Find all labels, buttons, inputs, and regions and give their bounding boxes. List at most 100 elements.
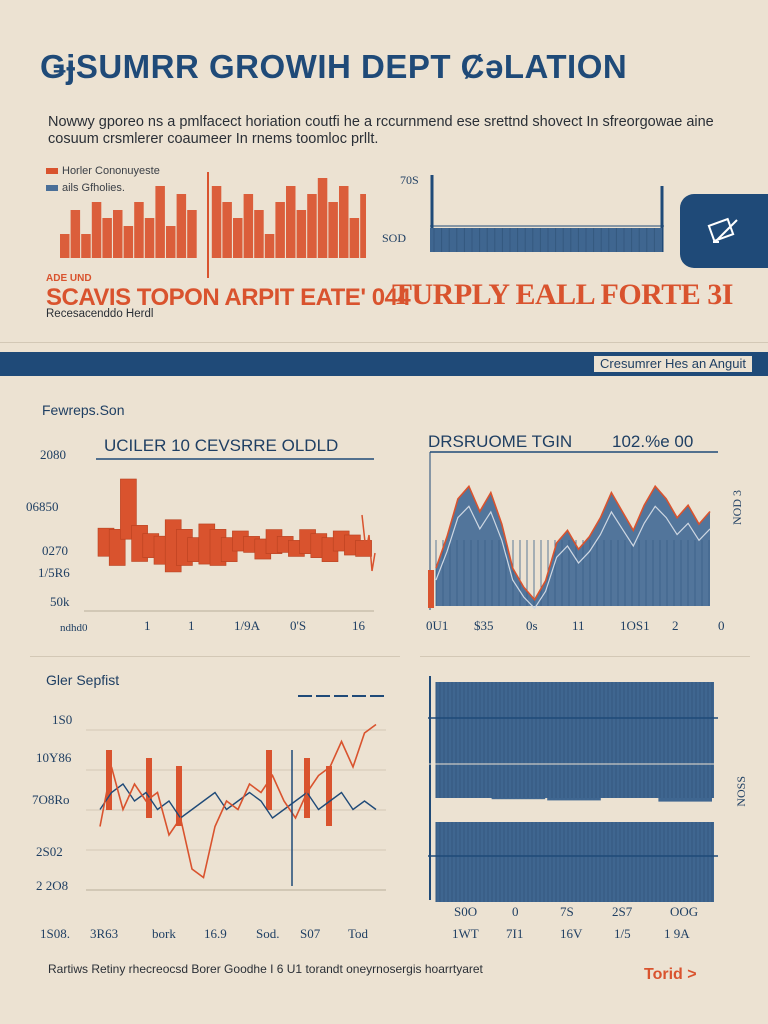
panel-b-value: 102.%e 00 <box>612 432 694 451</box>
y-tick: 2080 <box>40 447 66 462</box>
x-tick: 2S7 <box>612 904 633 919</box>
footer-link[interactable]: Torid > <box>644 966 697 983</box>
top-right-chart: 70S SOD <box>382 173 664 252</box>
bar-mark <box>328 202 338 258</box>
bar-mark <box>81 234 91 258</box>
divider <box>0 342 768 343</box>
legend-swatch-blue <box>46 185 58 191</box>
bar-mark <box>243 194 254 258</box>
bar-mark <box>430 228 662 252</box>
y-tick: 50k <box>50 594 70 609</box>
divider <box>30 656 400 657</box>
x-tick: 7S <box>560 904 574 919</box>
panel-b-title: DRSRUOME TGIN <box>428 432 573 451</box>
marker-bar <box>428 570 434 608</box>
bar-mark <box>296 210 307 258</box>
bar-mark <box>275 202 285 258</box>
x-tick: Tod <box>348 926 369 941</box>
x-tick: 0 <box>718 618 725 633</box>
y-tick: 06850 <box>26 499 59 514</box>
legend-item-red: Horler Cononuyeste <box>46 165 160 177</box>
bar-mark <box>176 766 182 826</box>
x-tick: 0'S <box>290 618 307 633</box>
page-subtitle: Nowwy gporeo ns a pmlfacect horiation co… <box>48 114 714 147</box>
x-tick: 16.9 <box>204 926 227 941</box>
bar-mark <box>91 202 102 258</box>
x-tick: ndhd0 <box>60 622 88 634</box>
bar-mark <box>113 210 123 258</box>
x-tick: 0U1 <box>426 618 449 633</box>
report-icon-badge[interactable] <box>680 194 768 268</box>
document-pen-icon <box>707 217 738 243</box>
panel-a-title: UCILER 10 CEVSRRE OLDLD <box>104 436 339 455</box>
bar-mark <box>547 798 601 801</box>
bar-mark <box>60 234 70 258</box>
panel-a-bar-chart <box>84 458 376 612</box>
series-line <box>99 723 377 879</box>
bar-mark <box>102 218 112 258</box>
bar-mark <box>144 218 155 258</box>
bar-mark <box>134 202 144 258</box>
bar-mark <box>146 758 152 818</box>
x-tick: 16 <box>352 618 365 633</box>
bar-mark <box>233 218 243 258</box>
x-tick: 16V <box>560 926 583 941</box>
note-left: Recesacenddo Herdl <box>46 308 154 320</box>
x-tick: bork <box>152 926 176 941</box>
x-tick: 1 <box>144 618 151 633</box>
bar-mark <box>264 234 275 258</box>
x-tick: 1/5 <box>614 926 631 941</box>
y-tick: 7O8Ro <box>32 792 70 807</box>
bar-mark <box>307 194 317 258</box>
x-tick: 1/9A <box>234 618 260 633</box>
bar-mark <box>254 210 264 258</box>
tick-label: SOD <box>382 231 406 245</box>
x-tick: 3R63 <box>90 926 119 941</box>
bar-mark <box>304 758 310 818</box>
bar-mark <box>123 226 134 258</box>
y-tick: 1/5R6 <box>38 565 70 580</box>
bar-mark <box>166 226 176 258</box>
x-tick: OOG <box>670 904 699 919</box>
headline-right: TURPLY EALL FORTE 3I <box>392 278 733 311</box>
x-tick: S07 <box>300 926 321 941</box>
bar-mark <box>286 186 296 258</box>
x-tick: 0s <box>526 618 538 633</box>
bar-mark <box>176 194 187 258</box>
divider <box>420 656 750 657</box>
x-tick: S0O <box>454 904 478 919</box>
y-tick: 10Y86 <box>36 750 72 765</box>
headline-left: SCAVIS TOPON ARPIT EATE' 044 <box>46 284 411 311</box>
x-tick: 0 <box>512 904 519 919</box>
x-tick: 1 <box>188 618 195 633</box>
bar-mark <box>360 194 366 258</box>
legend-label: Horler Cononuyeste <box>62 165 160 177</box>
y-tick: 2S02 <box>36 844 63 859</box>
chart-tag: ADE UND <box>46 273 92 284</box>
y-tick: 2 2O8 <box>36 878 69 893</box>
x-tick: 1S08. <box>40 926 70 941</box>
top-left-bar-chart <box>60 172 366 278</box>
panel-d-bar-chart <box>428 676 718 902</box>
footer-text: Rartiws Retiny rhecreocsd Borer Goodhe I… <box>48 962 483 976</box>
series-line <box>435 484 711 602</box>
tick-label: 70S <box>400 173 419 187</box>
x-tick: $35 <box>474 618 494 633</box>
x-tick: Sod. <box>256 926 280 941</box>
bar-mark <box>326 766 332 826</box>
bar-mark <box>155 186 165 258</box>
panel-b-axis-label: NOD 3 <box>730 490 744 525</box>
x-tick: 11 <box>572 618 585 633</box>
x-tick: 2 <box>672 618 679 633</box>
series-tail <box>361 514 376 572</box>
bar-mark <box>317 178 328 258</box>
bar-mark <box>120 478 137 540</box>
panel-a-label: Fewreps.Son <box>42 402 125 418</box>
page-title: ǤɉSUMRR GROWIH DEPT ȻǝLATION <box>40 48 628 85</box>
bar-mark <box>222 202 232 258</box>
bar-mark <box>339 186 349 258</box>
area-mark <box>436 486 710 606</box>
legend-swatch-red <box>46 168 58 174</box>
x-tick: 1 9A <box>664 926 690 941</box>
panel-c-label: Gler Sepfist <box>46 672 120 688</box>
